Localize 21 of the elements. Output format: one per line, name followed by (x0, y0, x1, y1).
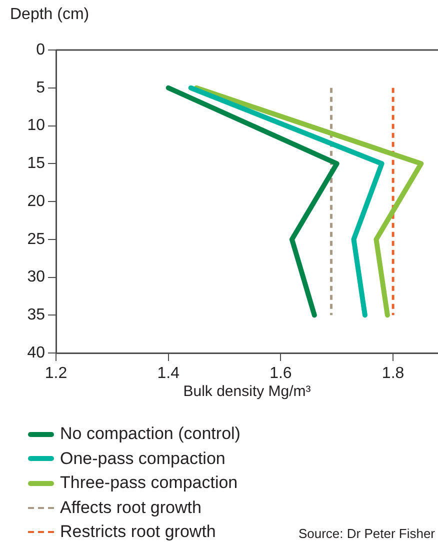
y-axis-title: Depth (cm) (10, 6, 90, 24)
legend-label: Three-pass compaction (60, 472, 238, 494)
y-tick-label: 35 (27, 306, 46, 324)
y-tick-label: 40 (27, 344, 46, 362)
y-tick-label: 25 (27, 230, 46, 248)
x-tick-label: 1.6 (270, 365, 292, 382)
y-tick-label: 5 (36, 79, 46, 96)
x-axis-title: Bulk density Mg/m³ (183, 383, 311, 400)
legend-label: One-pass compaction (60, 448, 226, 470)
legend-label: Restricts root growth (60, 521, 216, 542)
y-tick-label: 15 (27, 155, 46, 172)
x-tick-label: 1.2 (44, 365, 68, 382)
y-tick-label: 0 (36, 41, 46, 58)
legend-label: No compaction (control) (60, 423, 240, 445)
legend-label: Affects root growth (60, 496, 202, 518)
source-note: Source: Dr Peter Fisher (298, 526, 435, 541)
y-tick-label: 20 (27, 192, 46, 210)
y-tick-label: 30 (27, 268, 46, 286)
x-tick-label: 1.8 (382, 365, 404, 382)
y-tick-label: 10 (27, 117, 46, 134)
x-tick-label: 1.4 (157, 365, 180, 382)
